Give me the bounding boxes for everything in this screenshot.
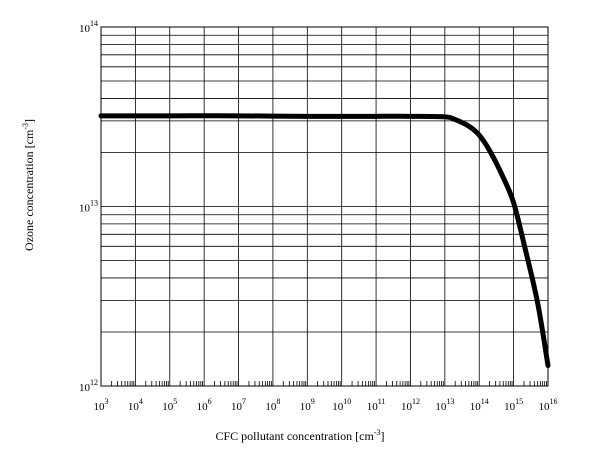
x-tick-label: 1010 bbox=[332, 397, 351, 413]
plot-frame bbox=[100, 26, 549, 387]
x-tick-label: 1013 bbox=[435, 397, 454, 413]
ozone-curve bbox=[98, 113, 551, 369]
x-tick-label: 1014 bbox=[470, 397, 489, 413]
series-layer bbox=[98, 113, 551, 369]
x-tick-label: 109 bbox=[300, 397, 315, 413]
x-minor-ticks bbox=[110, 381, 547, 386]
y-tick-label: 1013 bbox=[79, 199, 98, 215]
y-tick-label: 1014 bbox=[79, 19, 98, 35]
x-tick-label: 1012 bbox=[401, 397, 420, 413]
x-tick-label: 106 bbox=[197, 397, 212, 413]
y-tick-labels: 1012 1013 1014 bbox=[79, 19, 98, 394]
x-tick-label: 107 bbox=[231, 397, 246, 413]
x-tick-label: 104 bbox=[128, 397, 143, 413]
x-tick-label: 105 bbox=[162, 397, 177, 413]
x-tick-label: 108 bbox=[265, 397, 280, 413]
y-axis-title: Ozone concentration [cm-3] bbox=[21, 119, 36, 251]
x-tick-label: 1015 bbox=[504, 397, 523, 413]
y-tick-label: 1012 bbox=[79, 378, 98, 394]
x-tick-label: 1016 bbox=[539, 397, 558, 413]
x-axis-title: CFC pollutant concentration [cm-3] bbox=[216, 428, 385, 443]
grid-lines bbox=[100, 26, 549, 387]
x-tick-label: 1011 bbox=[367, 397, 386, 413]
x-tick-label: 103 bbox=[94, 397, 109, 413]
x-tick-labels: 103 104 105 106 107 108 109 1010 1011 1012 1013 101… bbox=[94, 397, 558, 413]
